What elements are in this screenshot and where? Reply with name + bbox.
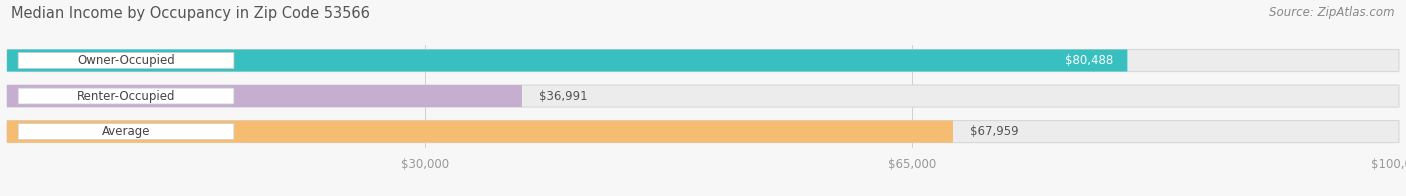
Text: Average: Average <box>101 125 150 138</box>
FancyBboxPatch shape <box>18 88 233 104</box>
Text: Source: ZipAtlas.com: Source: ZipAtlas.com <box>1270 6 1395 19</box>
FancyBboxPatch shape <box>7 121 1399 142</box>
Text: $80,488: $80,488 <box>1066 54 1114 67</box>
Text: $67,959: $67,959 <box>970 125 1018 138</box>
FancyBboxPatch shape <box>7 85 522 107</box>
FancyBboxPatch shape <box>7 50 1128 72</box>
Text: Median Income by Occupancy in Zip Code 53566: Median Income by Occupancy in Zip Code 5… <box>11 6 370 21</box>
Text: $36,991: $36,991 <box>538 90 588 103</box>
FancyBboxPatch shape <box>7 50 1399 72</box>
Text: Renter-Occupied: Renter-Occupied <box>77 90 176 103</box>
FancyBboxPatch shape <box>7 85 1399 107</box>
FancyBboxPatch shape <box>18 53 233 68</box>
Text: Owner-Occupied: Owner-Occupied <box>77 54 174 67</box>
FancyBboxPatch shape <box>7 121 953 142</box>
FancyBboxPatch shape <box>18 124 233 140</box>
